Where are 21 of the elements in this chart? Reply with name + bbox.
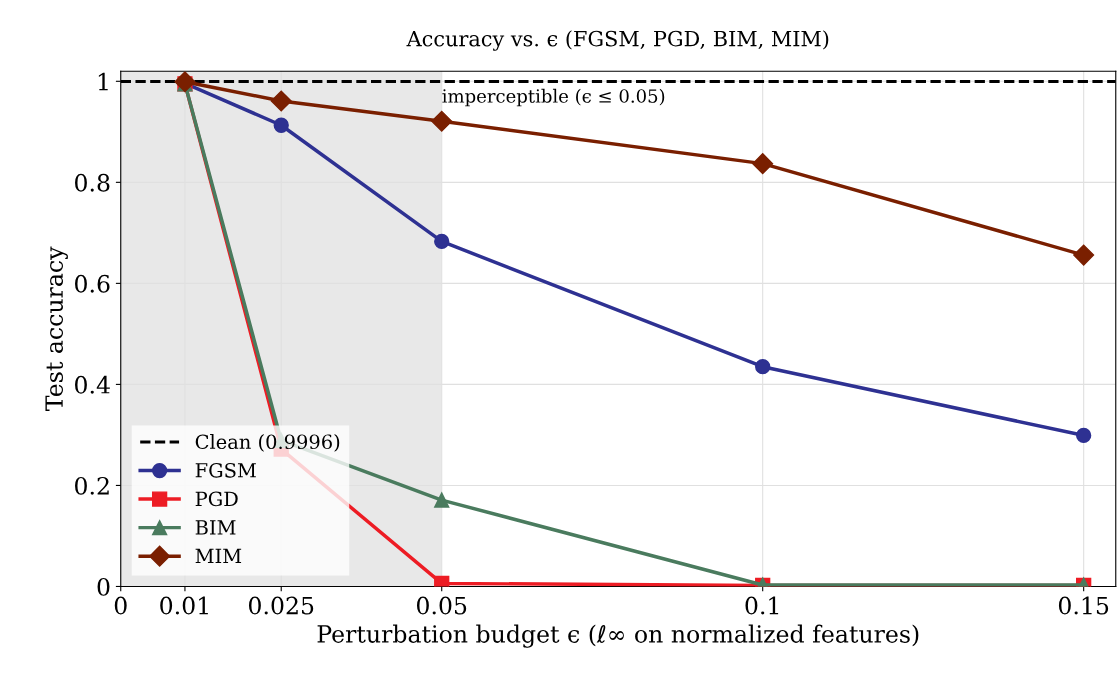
x-tick-label: 0.1 [745, 596, 779, 615]
y-tick-label: 0.4 [75, 375, 110, 394]
legend-label: BIM [195, 520, 236, 535]
legend-label: Clean (0.9996) [195, 434, 340, 452]
y-tick-label: 1 [98, 72, 108, 91]
y-tick-label: 0.8 [75, 173, 110, 192]
x-tick-label: 0.05 [416, 596, 467, 615]
x-axis-title: Perturbation budget ϵ (ℓ∞ on normalized features) [317, 624, 919, 648]
legend-label: PGD [195, 491, 238, 507]
x-tick-label: 0 [114, 596, 127, 615]
x-tick-label: 0.025 [248, 596, 314, 615]
x-tick-label: 0.01 [160, 596, 208, 615]
legend-label: FGSM [195, 462, 256, 478]
y-tick-label: 0.6 [75, 274, 110, 293]
legend-label: MIM [195, 548, 242, 563]
y-tick-label: 0.2 [75, 476, 109, 495]
y-tick-label: 0 [97, 577, 110, 596]
band-label: imperceptible (ϵ ≤ 0.05) [442, 88, 665, 107]
y-axis-title: Test accuracy [45, 246, 68, 411]
x-tick-label: 0.15 [1058, 596, 1109, 615]
chart-title: Accuracy vs. ϵ (FGSM, PGD, BIM, MIM) [406, 30, 829, 51]
